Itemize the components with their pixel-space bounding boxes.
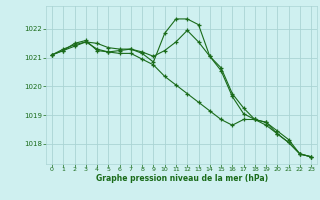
X-axis label: Graphe pression niveau de la mer (hPa): Graphe pression niveau de la mer (hPa) [96, 174, 268, 183]
